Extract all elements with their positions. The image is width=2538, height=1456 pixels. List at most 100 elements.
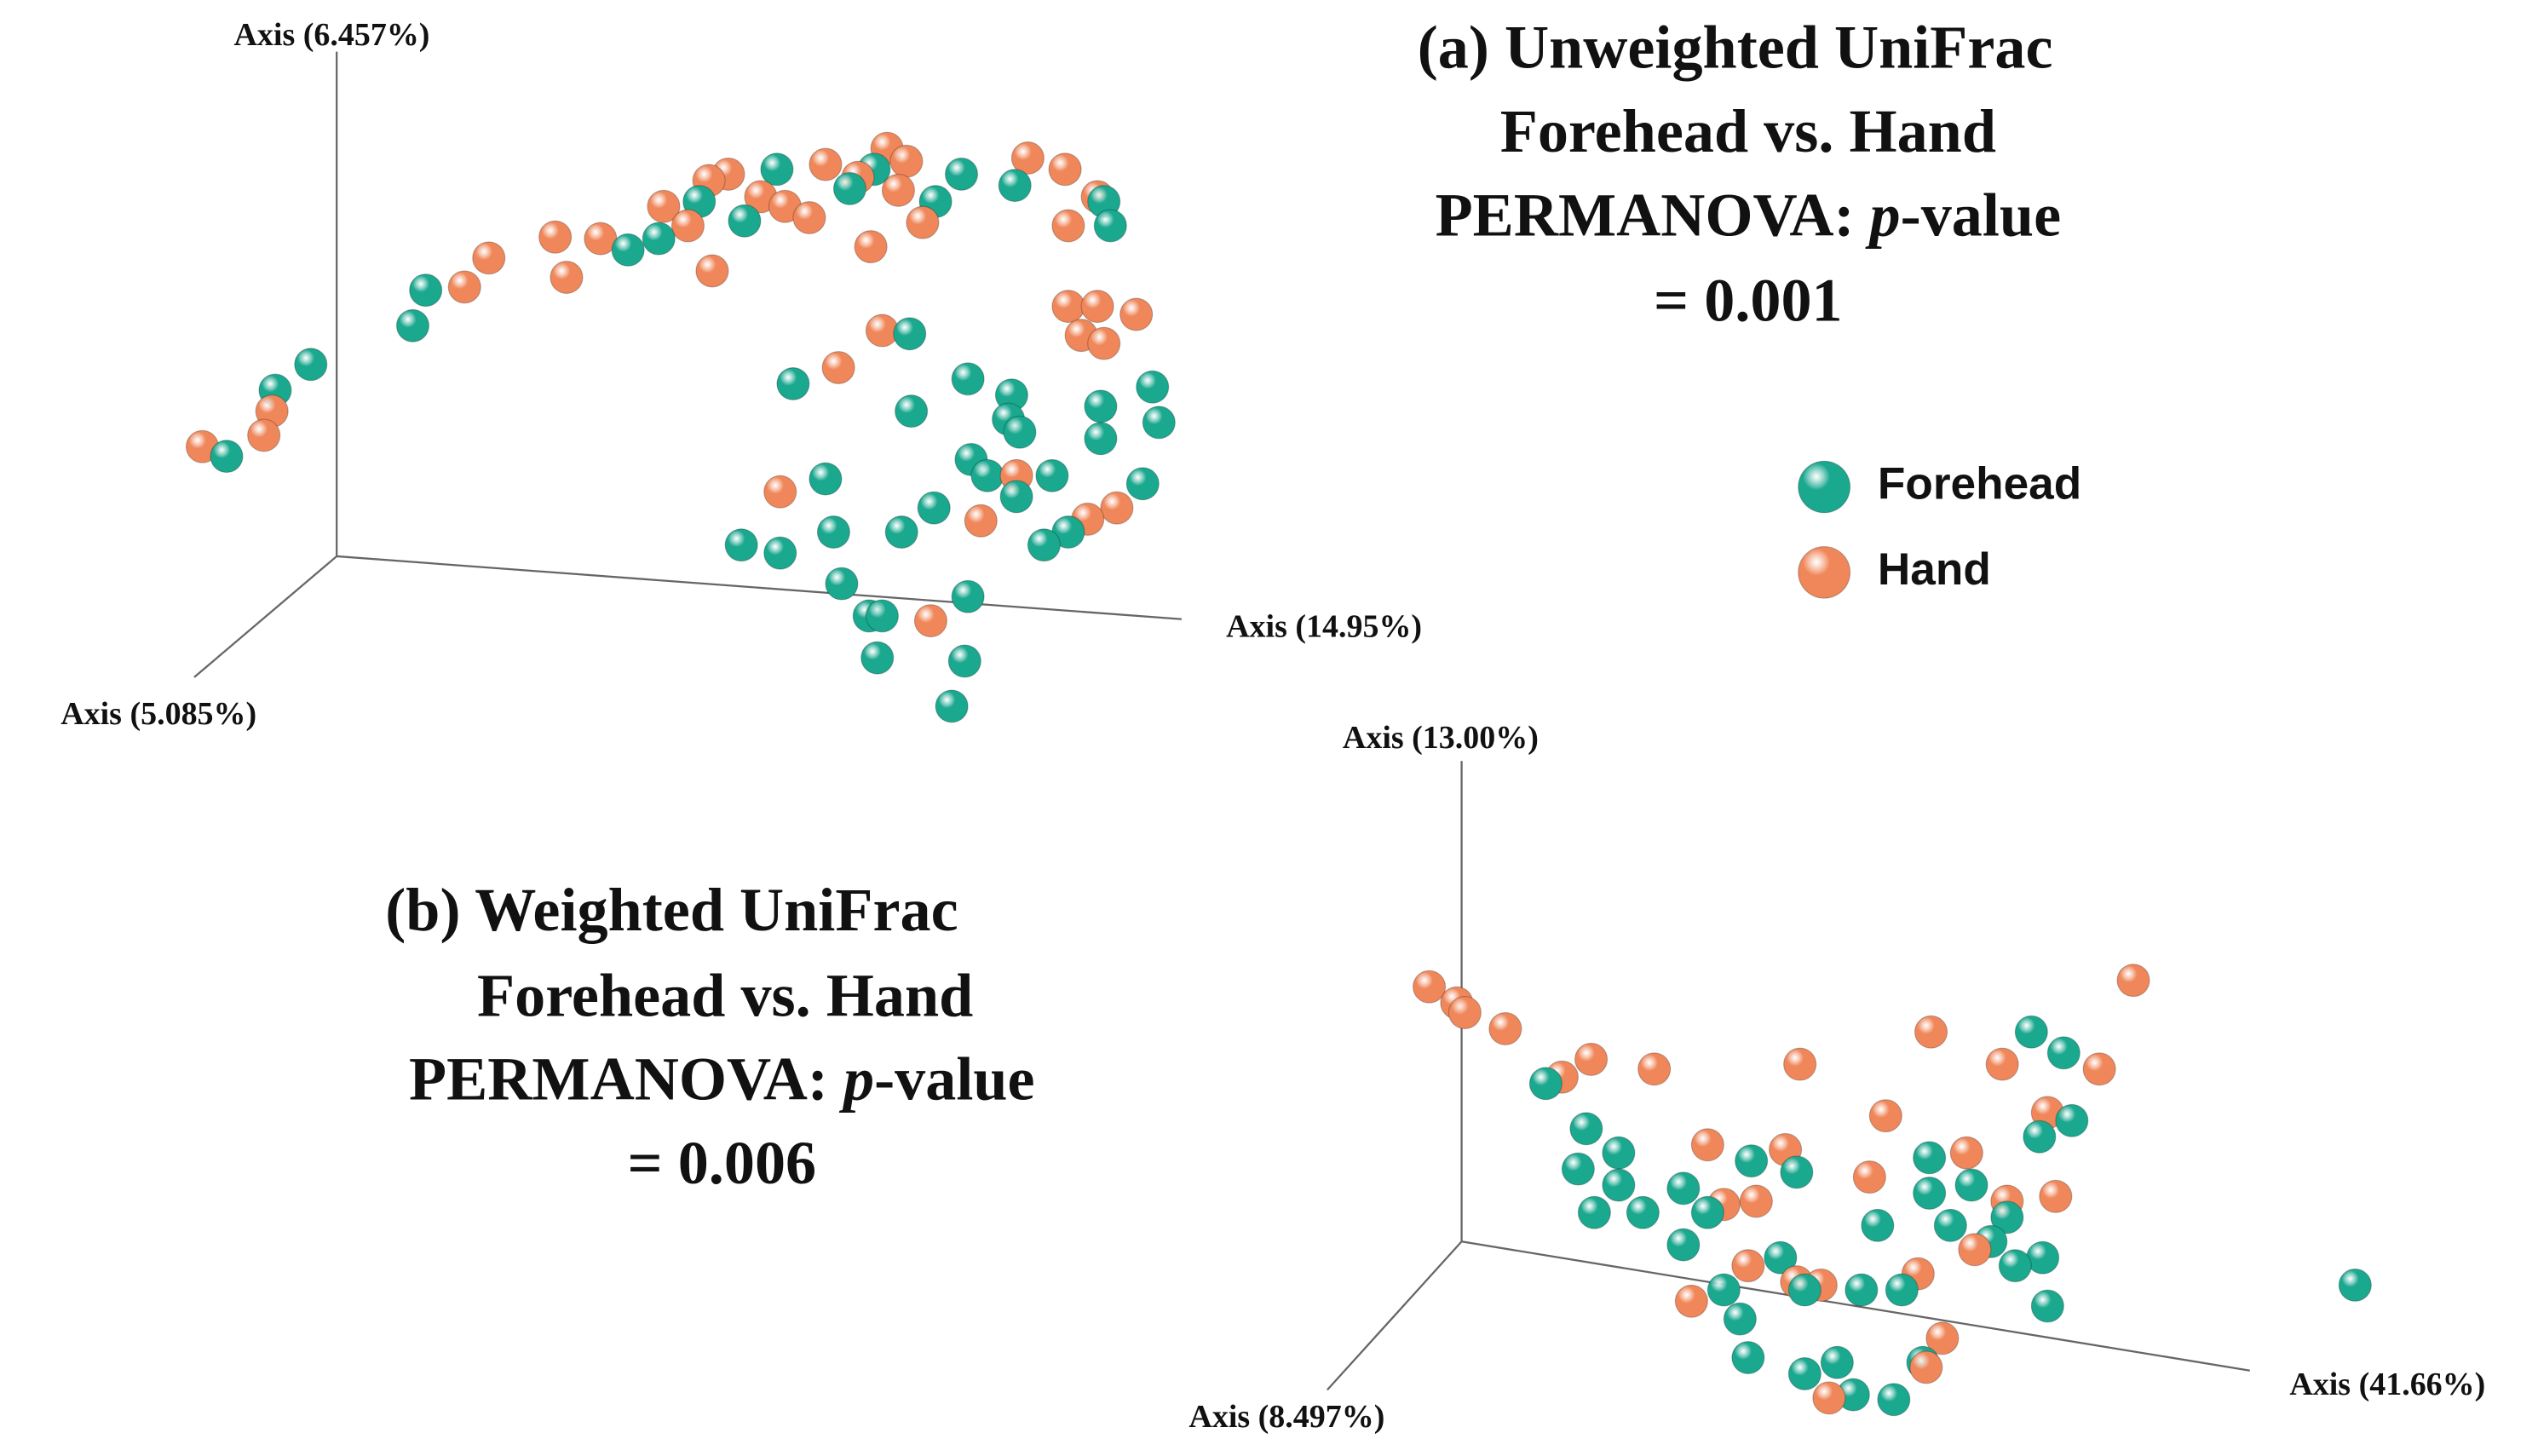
test-prefix: PERMANOVA: bbox=[1436, 181, 1870, 249]
point bbox=[1845, 1273, 1879, 1307]
point bbox=[1913, 1177, 1947, 1211]
point bbox=[1413, 970, 1447, 1004]
point bbox=[1787, 1356, 1821, 1390]
axis-label: Axis (14.95%) bbox=[1226, 609, 1422, 645]
point bbox=[1602, 1136, 1636, 1170]
point bbox=[1084, 422, 1118, 456]
axis-label: Axis (6.457%) bbox=[233, 17, 429, 53]
point bbox=[970, 458, 1004, 492]
test-suffix: -value bbox=[874, 1045, 1034, 1114]
point bbox=[763, 536, 797, 570]
point bbox=[1010, 141, 1045, 175]
point bbox=[1925, 1321, 1960, 1355]
point bbox=[1954, 1168, 1988, 1202]
point bbox=[647, 189, 681, 223]
point bbox=[728, 204, 762, 238]
axis-label: Axis (41.66%) bbox=[2289, 1367, 2485, 1402]
point bbox=[1914, 1015, 1948, 1049]
point bbox=[1125, 467, 1160, 501]
point bbox=[247, 418, 281, 452]
legend-label: Forehead bbox=[1878, 459, 2081, 509]
point bbox=[1080, 290, 1114, 324]
panel-b-axes: Axis (13.00%) Axis (41.66%) Axis (8.497%… bbox=[1188, 720, 2485, 1435]
point bbox=[538, 220, 573, 254]
point bbox=[1731, 1341, 1765, 1375]
panel-a-axes: Axis (6.457%) Axis (14.95%) Axis (5.085%… bbox=[60, 17, 1422, 732]
point bbox=[2082, 1052, 2116, 1086]
point bbox=[1861, 1208, 1895, 1242]
point bbox=[1093, 209, 1127, 243]
point bbox=[1990, 1200, 2024, 1234]
point bbox=[472, 241, 506, 275]
point bbox=[1735, 1144, 1769, 1178]
point bbox=[1051, 209, 1085, 243]
point bbox=[1949, 1136, 1983, 1170]
point bbox=[1812, 1381, 1846, 1415]
point bbox=[1003, 415, 1037, 449]
point bbox=[1048, 153, 1082, 187]
point bbox=[1739, 1184, 1773, 1218]
point bbox=[1561, 1152, 1595, 1186]
point bbox=[1035, 458, 1069, 492]
test-suffix: -value bbox=[1901, 181, 2061, 249]
point bbox=[1666, 1228, 1701, 1262]
point bbox=[2039, 1179, 2073, 1213]
point bbox=[1626, 1195, 1660, 1229]
point bbox=[951, 362, 985, 396]
legend-marker bbox=[1798, 546, 1851, 599]
point bbox=[670, 209, 705, 243]
point bbox=[825, 567, 859, 601]
point bbox=[724, 528, 758, 562]
point bbox=[1985, 1047, 2019, 1081]
legend-label: Hand bbox=[1878, 544, 1991, 595]
point bbox=[2116, 964, 2150, 998]
legend: Forehead Hand bbox=[1798, 459, 2081, 599]
point bbox=[1731, 1249, 1765, 1283]
point bbox=[1852, 1160, 1886, 1194]
point bbox=[964, 504, 998, 538]
point bbox=[2014, 1015, 2048, 1049]
point bbox=[1574, 1042, 1609, 1076]
point bbox=[1087, 326, 1121, 360]
point bbox=[832, 171, 867, 205]
point bbox=[1637, 1052, 1672, 1086]
point bbox=[816, 515, 851, 550]
test-prefix: PERMANOVA: bbox=[409, 1045, 843, 1114]
point bbox=[1569, 1112, 1603, 1146]
point bbox=[1913, 1141, 1947, 1175]
point bbox=[395, 308, 430, 342]
point bbox=[642, 222, 676, 256]
point bbox=[1027, 528, 1061, 562]
point bbox=[294, 348, 328, 382]
point bbox=[1674, 1284, 1708, 1318]
point bbox=[2046, 1036, 2080, 1070]
test-italic: p bbox=[1865, 181, 1901, 249]
point bbox=[763, 475, 797, 509]
test-line: PERMANOVA: p-value bbox=[409, 1045, 1035, 1114]
point bbox=[447, 270, 481, 304]
test-italic: p bbox=[838, 1045, 874, 1114]
point bbox=[1885, 1273, 1919, 1307]
title-line: Forehead vs. Hand bbox=[477, 961, 973, 1029]
point bbox=[1119, 297, 1154, 331]
axis-line bbox=[1327, 1240, 1463, 1391]
point bbox=[944, 157, 979, 191]
legend-marker bbox=[1798, 460, 1851, 514]
point bbox=[889, 144, 924, 178]
point bbox=[1780, 1155, 1814, 1189]
point bbox=[884, 515, 918, 550]
point bbox=[776, 366, 810, 400]
point bbox=[893, 317, 927, 351]
point bbox=[881, 173, 915, 207]
point bbox=[917, 491, 951, 525]
point bbox=[1933, 1208, 1967, 1242]
point bbox=[1602, 1168, 1636, 1202]
point bbox=[1998, 1249, 2032, 1283]
point bbox=[999, 480, 1033, 514]
point bbox=[1958, 1233, 1992, 1267]
point bbox=[895, 394, 929, 429]
point bbox=[1877, 1383, 1911, 1417]
axis-line bbox=[193, 555, 337, 678]
point bbox=[1051, 290, 1085, 324]
point bbox=[1666, 1171, 1701, 1206]
